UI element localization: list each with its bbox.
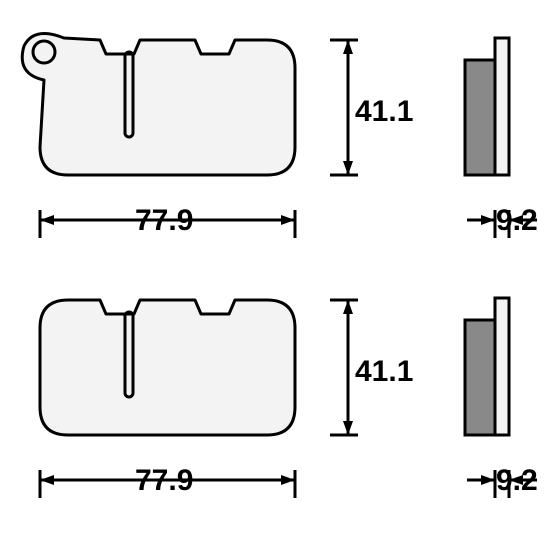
width-label-bottom: 77.9: [135, 464, 193, 498]
diagram-svg: [0, 0, 560, 542]
width-label-top: 77.9: [135, 204, 193, 238]
thickness-label-bottom: 9.2: [496, 464, 538, 498]
thickness-label-top: 9.2: [496, 204, 538, 238]
height-label-bottom: 41.1: [355, 355, 413, 389]
diagram-canvas: 41.1 77.9 9.2 41.1 77.9 9.2: [0, 0, 560, 542]
height-label-top: 41.1: [355, 95, 413, 129]
